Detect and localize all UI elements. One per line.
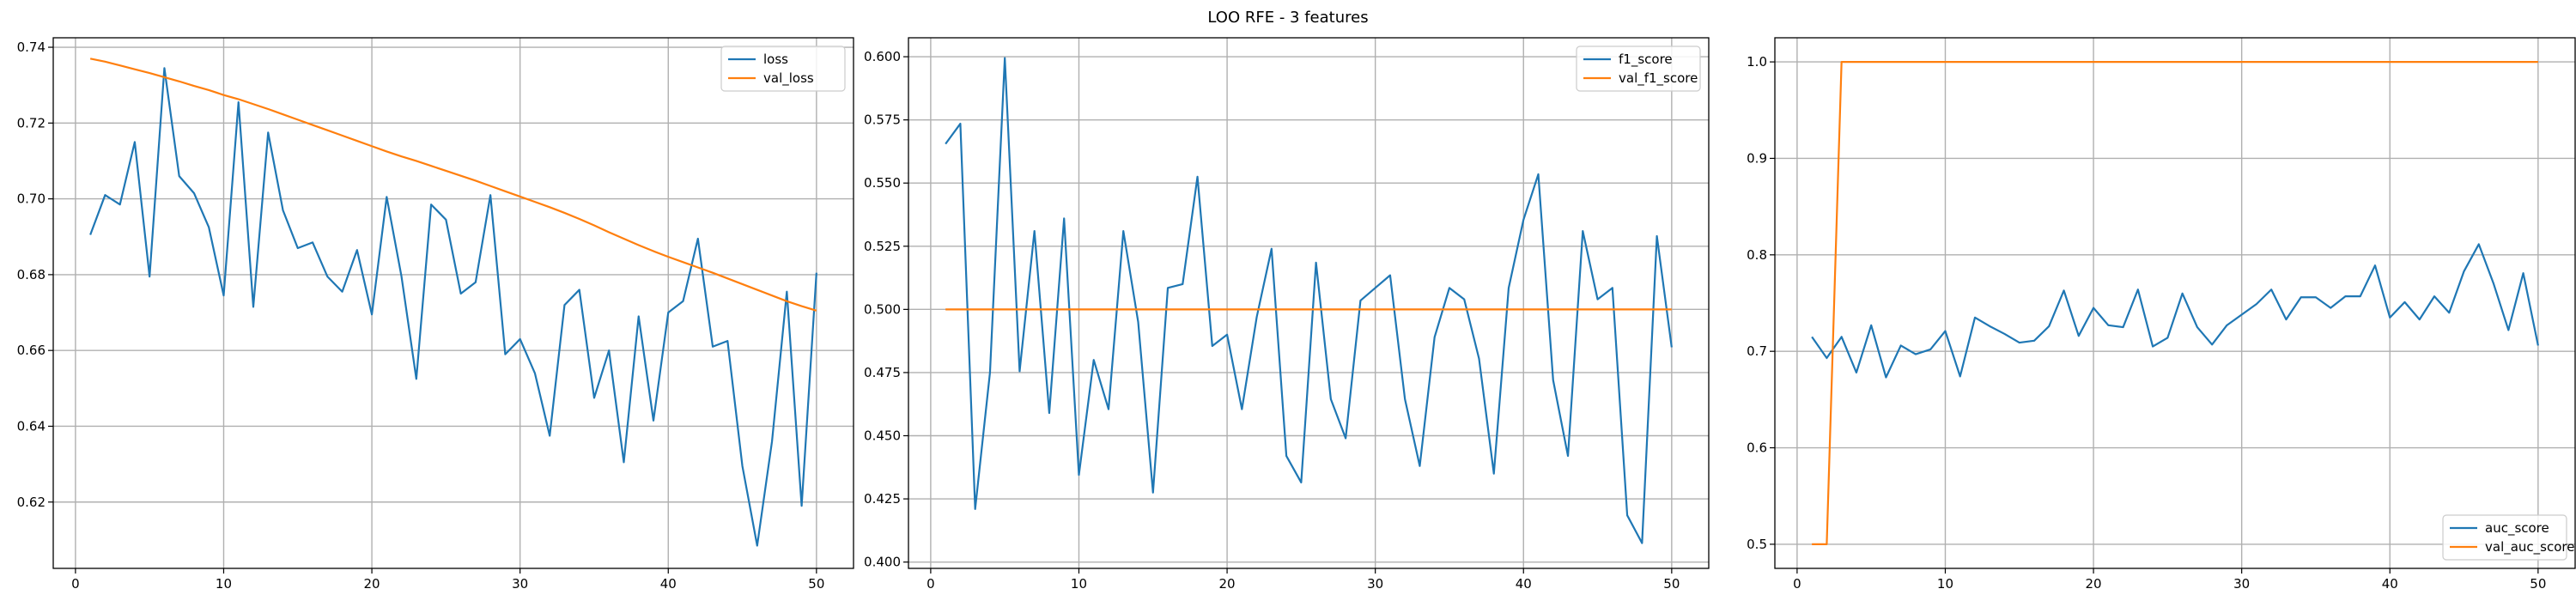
x-tick-label: 40 <box>2382 576 2398 592</box>
x-tick-label: 30 <box>512 576 528 592</box>
y-tick-label: 0.475 <box>864 365 901 380</box>
x-tick-label: 30 <box>2233 576 2250 592</box>
x-tick-label: 50 <box>808 576 824 592</box>
x-tick-label: 0 <box>1793 576 1801 592</box>
y-tick-label: 0.8 <box>1747 247 1767 263</box>
y-tick-label: 0.62 <box>17 495 46 510</box>
x-tick-label: 30 <box>1367 576 1383 592</box>
y-tick-label: 0.66 <box>17 343 46 358</box>
y-tick-label: 0.575 <box>864 112 901 128</box>
y-tick-label: 0.74 <box>17 39 46 55</box>
x-tick-label: 20 <box>364 576 380 592</box>
axes-frame <box>908 37 1710 569</box>
legend-label: val_f1_score <box>1619 70 1698 87</box>
legend-label: val_auc_score <box>2485 539 2575 555</box>
y-tick-label: 0.64 <box>17 418 46 434</box>
x-tick-label: 40 <box>660 576 677 592</box>
series-line-val-loss <box>89 58 817 312</box>
axes-frame <box>1774 37 2576 569</box>
legend-label: f1_score <box>1619 52 1673 68</box>
y-tick-label: 0.425 <box>864 491 901 507</box>
x-tick-label: 40 <box>1516 576 1532 592</box>
y-tick-label: 0.5 <box>1747 537 1767 552</box>
series-line-val-auc-score <box>1812 60 2538 546</box>
y-tick-label: 0.525 <box>864 239 901 254</box>
y-tick-label: 0.72 <box>17 115 46 131</box>
series-line-f1-score <box>945 57 1673 544</box>
x-tick-label: 10 <box>1071 576 1087 592</box>
x-tick-label: 10 <box>216 576 232 592</box>
x-tick-label: 50 <box>1663 576 1680 592</box>
legend-label: loss <box>763 52 788 67</box>
y-tick-label: 0.7 <box>1747 343 1767 359</box>
legend: f1_score val_f1_score <box>1576 46 1701 92</box>
legend-box <box>2442 514 2567 561</box>
y-tick-label: 0.600 <box>864 49 901 64</box>
x-tick-label: 50 <box>2530 576 2546 592</box>
legend-box <box>720 46 846 92</box>
y-tick-label: 0.70 <box>17 191 46 207</box>
legend: auc_score val_auc_score <box>2442 514 2575 561</box>
x-tick-label: 10 <box>1937 576 1953 592</box>
subplot-3: 0 10 20 30 40 50 0.5 0.6 0.7 0.8 0.9 1.0 auc_scoreva… <box>1747 37 2576 592</box>
subplot-1: 0 10 20 30 40 50 0.62 0.64 0.66 0.68 0.70 0.72 0.74 l… <box>17 37 854 592</box>
x-tick-label: 0 <box>927 576 935 592</box>
y-tick-label: 0.550 <box>864 175 901 191</box>
y-tick-label: 0.9 <box>1747 150 1767 166</box>
y-tick-label: 0.500 <box>864 301 901 317</box>
legend-box <box>1576 46 1701 92</box>
series-line-loss <box>89 67 817 547</box>
y-tick-label: 0.400 <box>864 555 901 570</box>
y-tick-label: 0.6 <box>1747 440 1767 456</box>
legend-label: auc_score <box>2485 520 2549 537</box>
legend-label: val_loss <box>763 70 814 87</box>
x-tick-label: 20 <box>2086 576 2102 592</box>
x-tick-label: 20 <box>1219 576 1236 592</box>
legend: loss val_loss <box>720 46 846 92</box>
y-tick-label: 0.450 <box>864 428 901 444</box>
subplot-2: 0 10 20 30 40 50 0.400 0.425 0.450 0.475 0.500 0.52… <box>864 37 1710 592</box>
y-tick-label: 0.68 <box>17 267 46 282</box>
y-tick-label: 1.0 <box>1747 54 1767 70</box>
series-line-auc-score <box>1811 243 2539 379</box>
figure-title: LOO RFE - 3 features <box>1207 9 1369 27</box>
axes-frame <box>52 37 854 569</box>
x-tick-label: 0 <box>71 576 80 592</box>
